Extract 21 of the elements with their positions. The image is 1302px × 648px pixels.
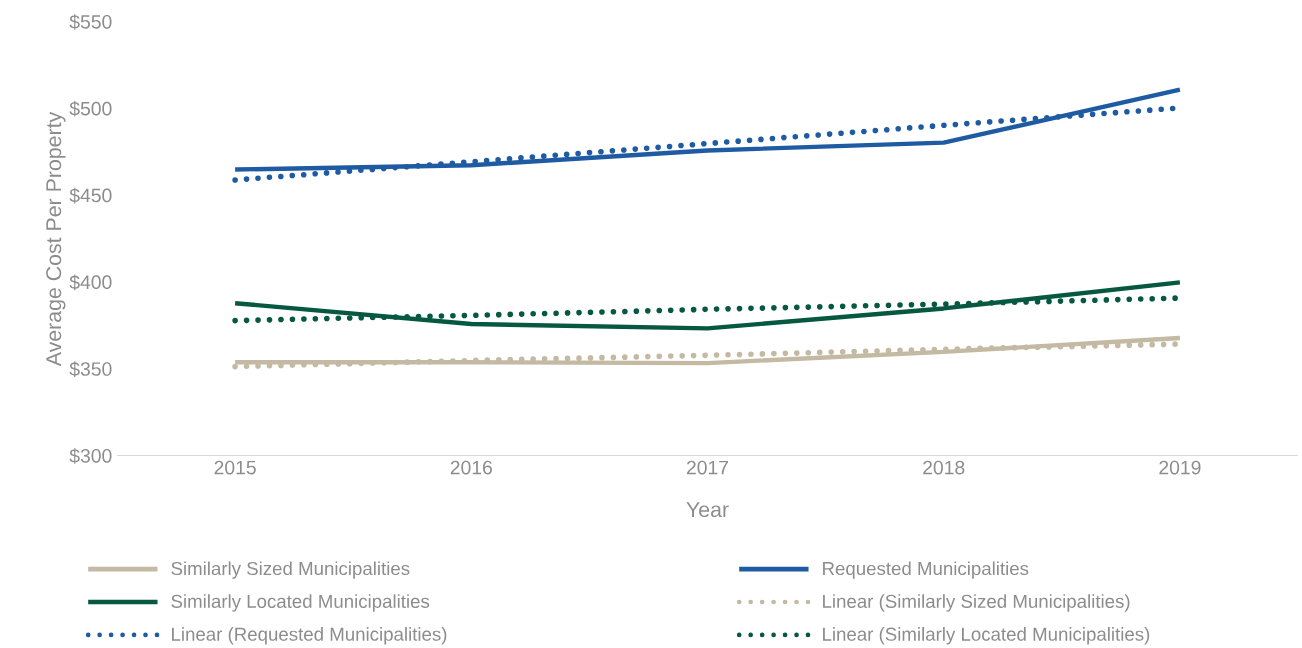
legend-label: Linear (Similarly Sized Municipalities) [823, 594, 1130, 612]
x-tick-label: 2017 [686, 460, 729, 475]
y-tick-label: $350 [69, 361, 112, 378]
y-axis-title: Average Cost Per Property [46, 111, 66, 367]
x-axis-title: Year [686, 502, 729, 518]
x-tick-label: 2016 [450, 460, 492, 475]
y-tick-label: $500 [69, 100, 112, 117]
legend-label: Similarly Located Municipalities [171, 594, 430, 612]
y-tick-label: $550 [69, 14, 112, 30]
x-tick-label: 2019 [1159, 460, 1201, 475]
line-series [232, 335, 1183, 366]
legend-label: Requested Municipalities [823, 561, 1029, 579]
legend-label: Linear (Similarly Located Municipalities) [823, 627, 1150, 645]
y-tick-label: $300 [69, 448, 112, 464]
legend-label: Linear (Requested Municipalities) [172, 627, 447, 645]
x-tick-label: 2015 [214, 460, 256, 475]
y-tick-label: $450 [69, 187, 112, 204]
y-tick-label: $400 [69, 274, 112, 291]
x-tick-label: 2018 [923, 460, 965, 475]
legend-label: Similarly Sized Municipalities [171, 561, 410, 579]
line-series [232, 280, 1183, 331]
